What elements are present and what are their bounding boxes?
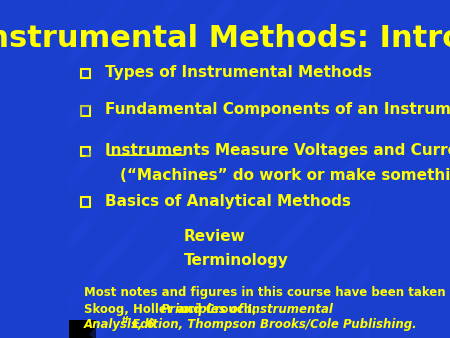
Text: Skoog, Holler and Crouch,: Skoog, Holler and Crouch, bbox=[84, 303, 261, 316]
Text: Analysis, 6: Analysis, 6 bbox=[84, 318, 156, 331]
Text: Fundamental Components of an Instrument: Fundamental Components of an Instrument bbox=[105, 102, 450, 117]
Text: Review: Review bbox=[184, 229, 245, 244]
Text: th: th bbox=[122, 316, 131, 324]
Text: Basics of Analytical Methods: Basics of Analytical Methods bbox=[105, 194, 351, 209]
Bar bbox=[81, 197, 90, 207]
Text: Terminology: Terminology bbox=[184, 253, 288, 268]
Bar bbox=[81, 106, 90, 116]
Text: (“Machines” do work or make something.): (“Machines” do work or make something.) bbox=[120, 168, 450, 183]
Bar bbox=[81, 147, 90, 156]
Bar bbox=[69, 320, 96, 338]
Text: Types of Instrumental Methods: Types of Instrumental Methods bbox=[105, 65, 372, 80]
Text: Most notes and figures in this course have been taken from: Most notes and figures in this course ha… bbox=[84, 286, 450, 299]
Text: Instrumental Methods: Intro: Instrumental Methods: Intro bbox=[0, 24, 450, 53]
Text: Instruments Measure Voltages and Currents!: Instruments Measure Voltages and Current… bbox=[105, 143, 450, 158]
Text: Edition, Thompson Brooks/Cole Publishing.: Edition, Thompson Brooks/Cole Publishing… bbox=[128, 318, 417, 331]
Bar bbox=[81, 69, 90, 78]
Text: Principles of Instrumental: Principles of Instrumental bbox=[161, 303, 333, 316]
